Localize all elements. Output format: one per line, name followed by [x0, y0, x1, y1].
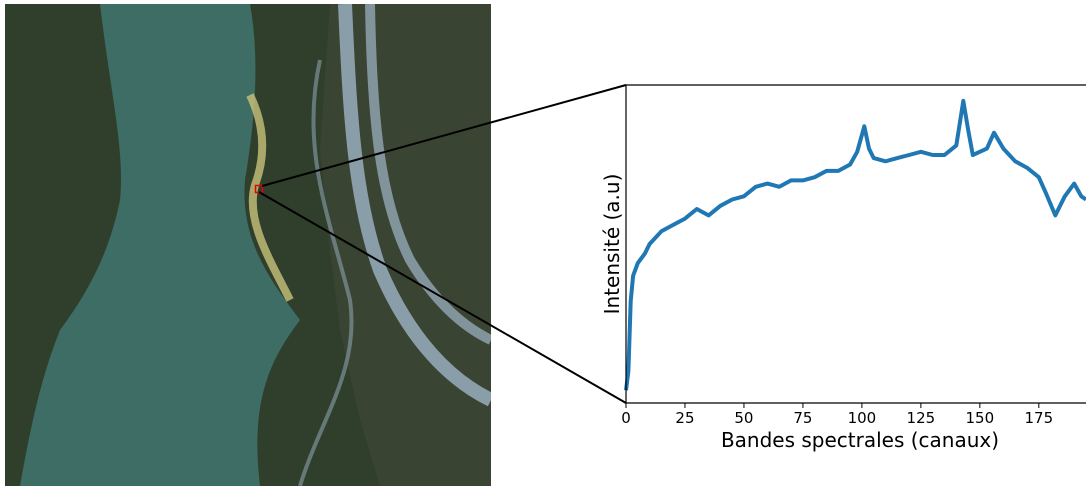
plot-area: 0 25 50 75 100 125 150 175 [621, 84, 1086, 427]
plot-background [626, 85, 1086, 403]
x-tick-label: 175 [1025, 409, 1054, 427]
y-axis-label: Intensité (a.u) [600, 174, 624, 315]
x-tick-label: 0 [621, 409, 631, 427]
x-axis-label: Bandes spectrales (canaux) [721, 428, 999, 452]
satellite-image [5, 4, 491, 486]
x-tick-label: 50 [734, 409, 753, 427]
zoom-line [261, 84, 627, 187]
spectrum-line [624, 98, 1086, 391]
x-tick-label: 150 [966, 409, 995, 427]
axes-frame [625, 84, 1086, 404]
zoom-line [258, 191, 627, 404]
x-tick-label: 75 [793, 409, 812, 427]
x-tick-label: 100 [848, 409, 877, 427]
x-tick-label: 25 [675, 409, 694, 427]
x-tick-label: 125 [907, 409, 936, 427]
